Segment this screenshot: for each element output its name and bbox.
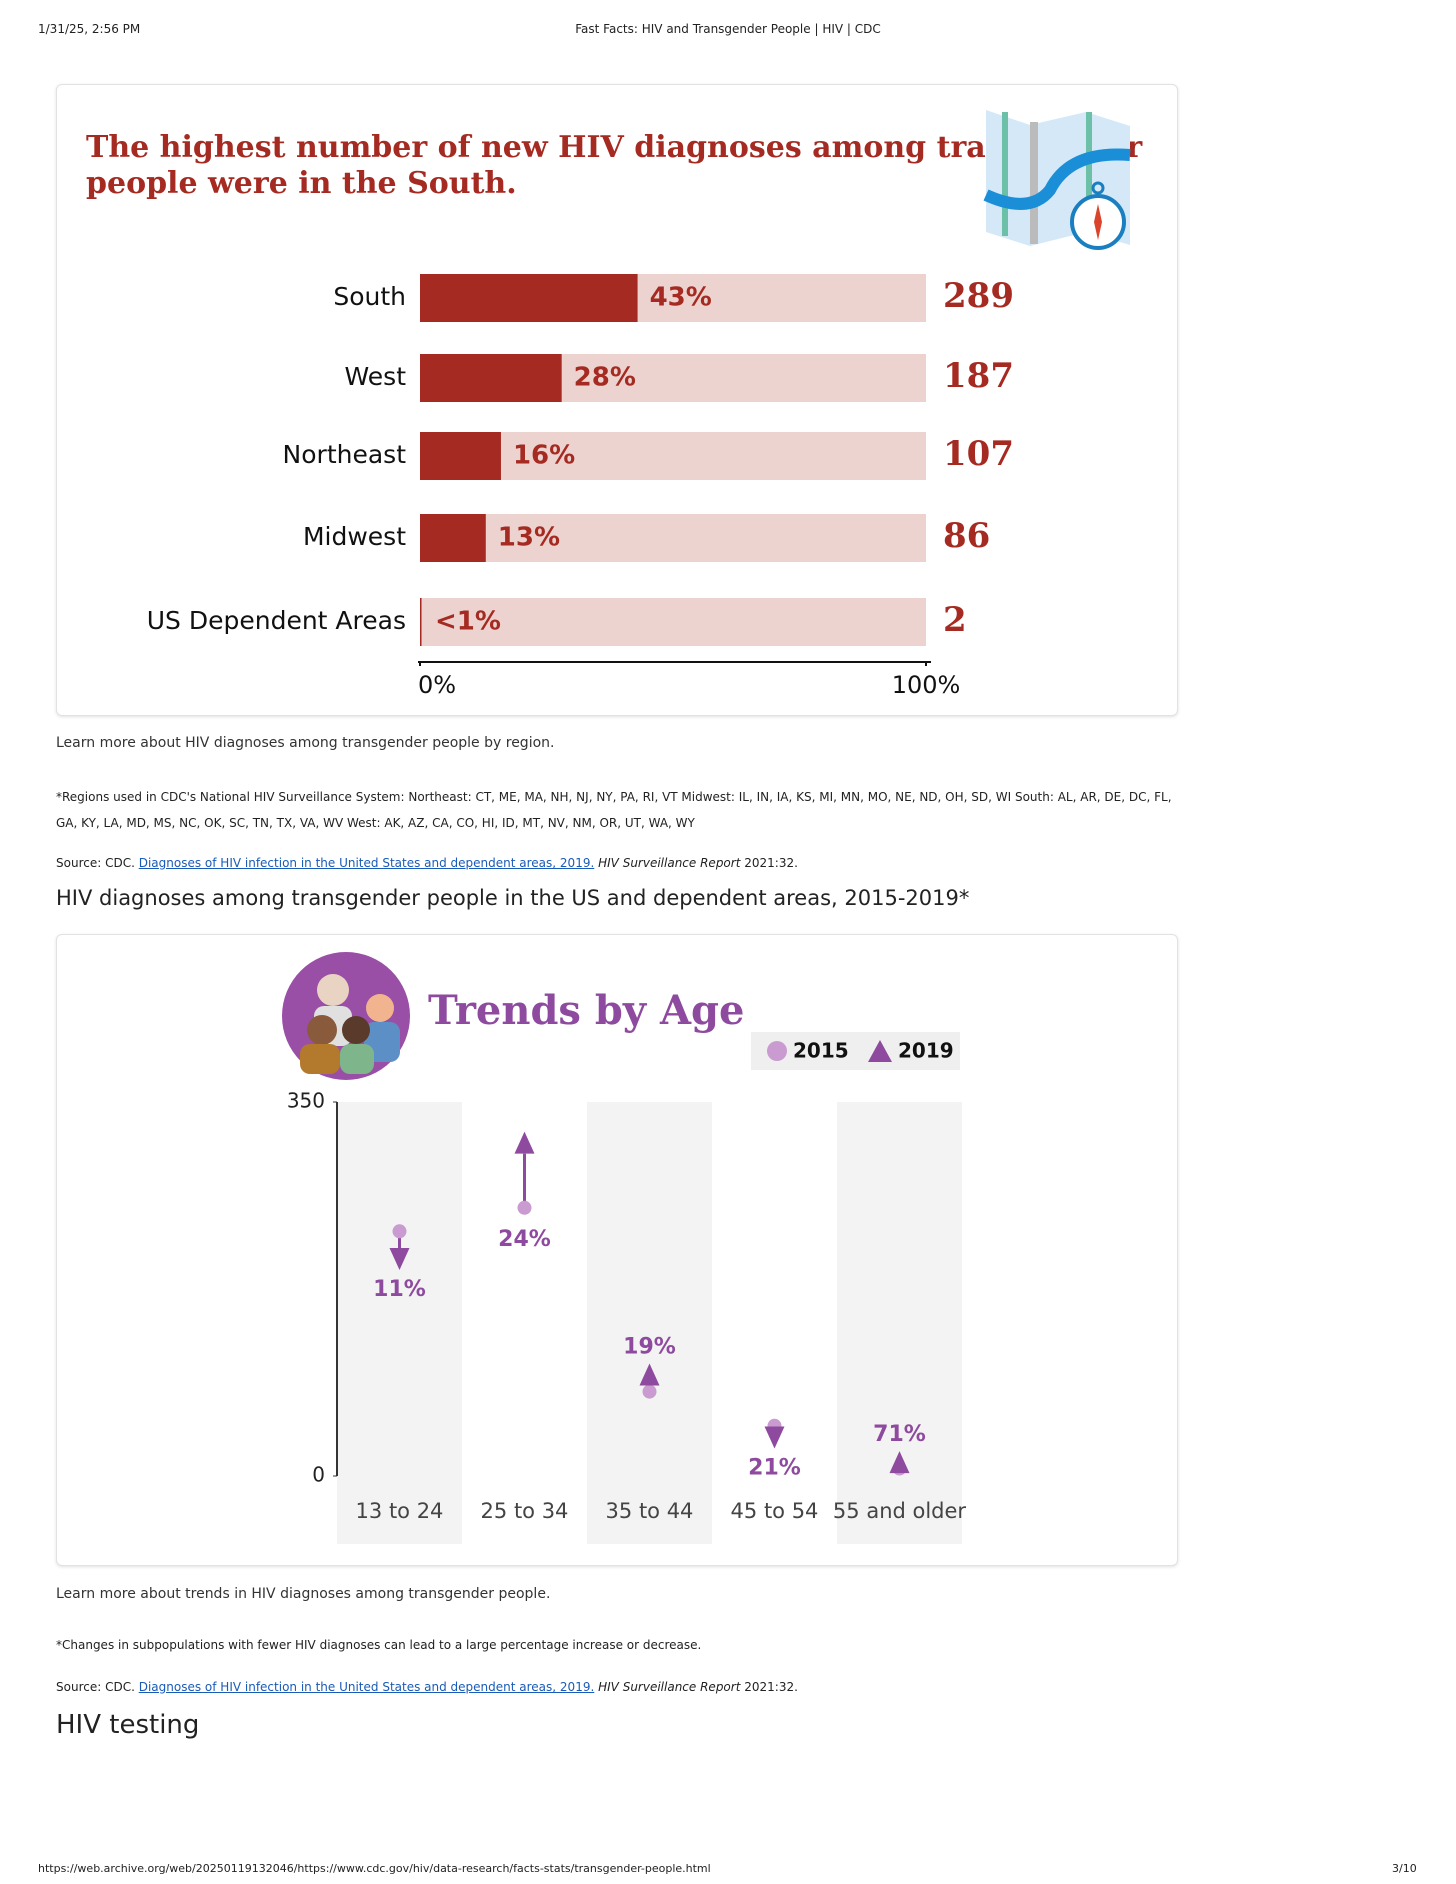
point-2019 [639,1363,660,1386]
change-label: 24% [498,1227,551,1252]
print-title: Fast Facts: HIV and Transgender People |… [575,22,881,36]
value-label: 43% [650,283,712,313]
category-label: Midwest [303,522,406,551]
count-label: 289 [943,276,1014,316]
bar [420,354,562,402]
x-tick-label: 45 to 54 [731,1499,819,1523]
value-label: 28% [574,363,636,393]
bar [420,274,638,322]
bar-track [420,514,926,562]
point-2015 [642,1384,657,1399]
change-label: 71% [873,1422,926,1447]
y-tick-label: 0 [312,1463,325,1487]
legend-label: 2019 [898,1039,954,1063]
point-2015 [392,1224,407,1239]
footer-page: 3/10 [1392,1862,1417,1875]
x-tick-label: 35 to 44 [606,1499,694,1523]
bar-track [420,432,926,480]
change-label: 21% [748,1455,801,1480]
band [337,1102,462,1544]
category-label: US Dependent Areas [147,606,406,635]
chart-title: Trends by Age [428,987,744,1034]
chart-title: The highest number of new HIV diagnoses … [86,130,1143,201]
category-label: Northeast [283,440,407,469]
legend-marker [868,1040,892,1062]
change-label: 19% [623,1335,676,1360]
source-suffix: 2021:32. [744,1680,798,1694]
bar [420,598,422,646]
source-prefix: Source: CDC. [56,856,135,870]
band [837,1102,962,1544]
count-label: 2 [943,600,967,640]
legend-label: 2015 [793,1039,849,1063]
point-2019 [389,1248,410,1271]
learn-more[interactable]: Learn more about trends in HIV diagnoses… [56,1586,551,1602]
value-label: 13% [498,523,560,553]
point-2019 [764,1426,785,1449]
category-label: South [333,282,406,311]
map-icon [983,110,1131,250]
change-label: 11% [373,1277,426,1302]
source-journal: HIV Surveillance Report [598,856,741,870]
point-2019 [889,1451,910,1474]
value-label: 16% [513,441,575,471]
y-tick-label: 350 [287,1089,325,1113]
learn-more[interactable]: Learn more about HIV diagnoses among tra… [56,735,555,751]
x-tick-label: 100% [892,671,961,699]
regions-note: *Regions used in CDC's National HIV Surv… [56,790,1172,830]
x-tick-label: 25 to 34 [481,1499,569,1523]
section-heading: HIV diagnoses among transgender people i… [56,886,970,910]
next-heading: HIV testing [56,1710,200,1740]
bar-track [420,598,926,646]
source-link[interactable]: Diagnoses of HIV infection in the United… [138,856,595,870]
value-label: <1% [435,607,501,637]
source: Source: CDC. Diagnoses of HIV infection … [56,856,798,870]
point-2019 [514,1131,535,1154]
people-icon [282,952,410,1080]
x-tick-label: 55 and older [833,1499,967,1523]
legend-marker [767,1041,787,1061]
source-suffix: 2021:32. [744,856,798,870]
x-tick-label: 0% [418,671,456,699]
count-label: 107 [943,434,1014,474]
source-journal: HIV Surveillance Report [598,1680,741,1694]
footer-url: https://web.archive.org/web/202501191320… [38,1862,711,1875]
note: *Changes in subpopulations with fewer HI… [56,1638,702,1652]
bar [420,514,486,562]
count-label: 86 [943,516,990,556]
x-tick-label: 13 to 24 [356,1499,444,1523]
point-2015 [517,1200,532,1215]
bar [420,432,501,480]
category-label: West [345,362,407,391]
count-label: 187 [943,356,1014,396]
source-prefix: Source: CDC. [56,1680,135,1694]
source: Source: CDC. Diagnoses of HIV infection … [56,1680,798,1694]
band [587,1102,712,1544]
source-link[interactable]: Diagnoses of HIV infection in the United… [138,1680,595,1694]
print-date: 1/31/25, 2:56 PM [38,22,141,36]
